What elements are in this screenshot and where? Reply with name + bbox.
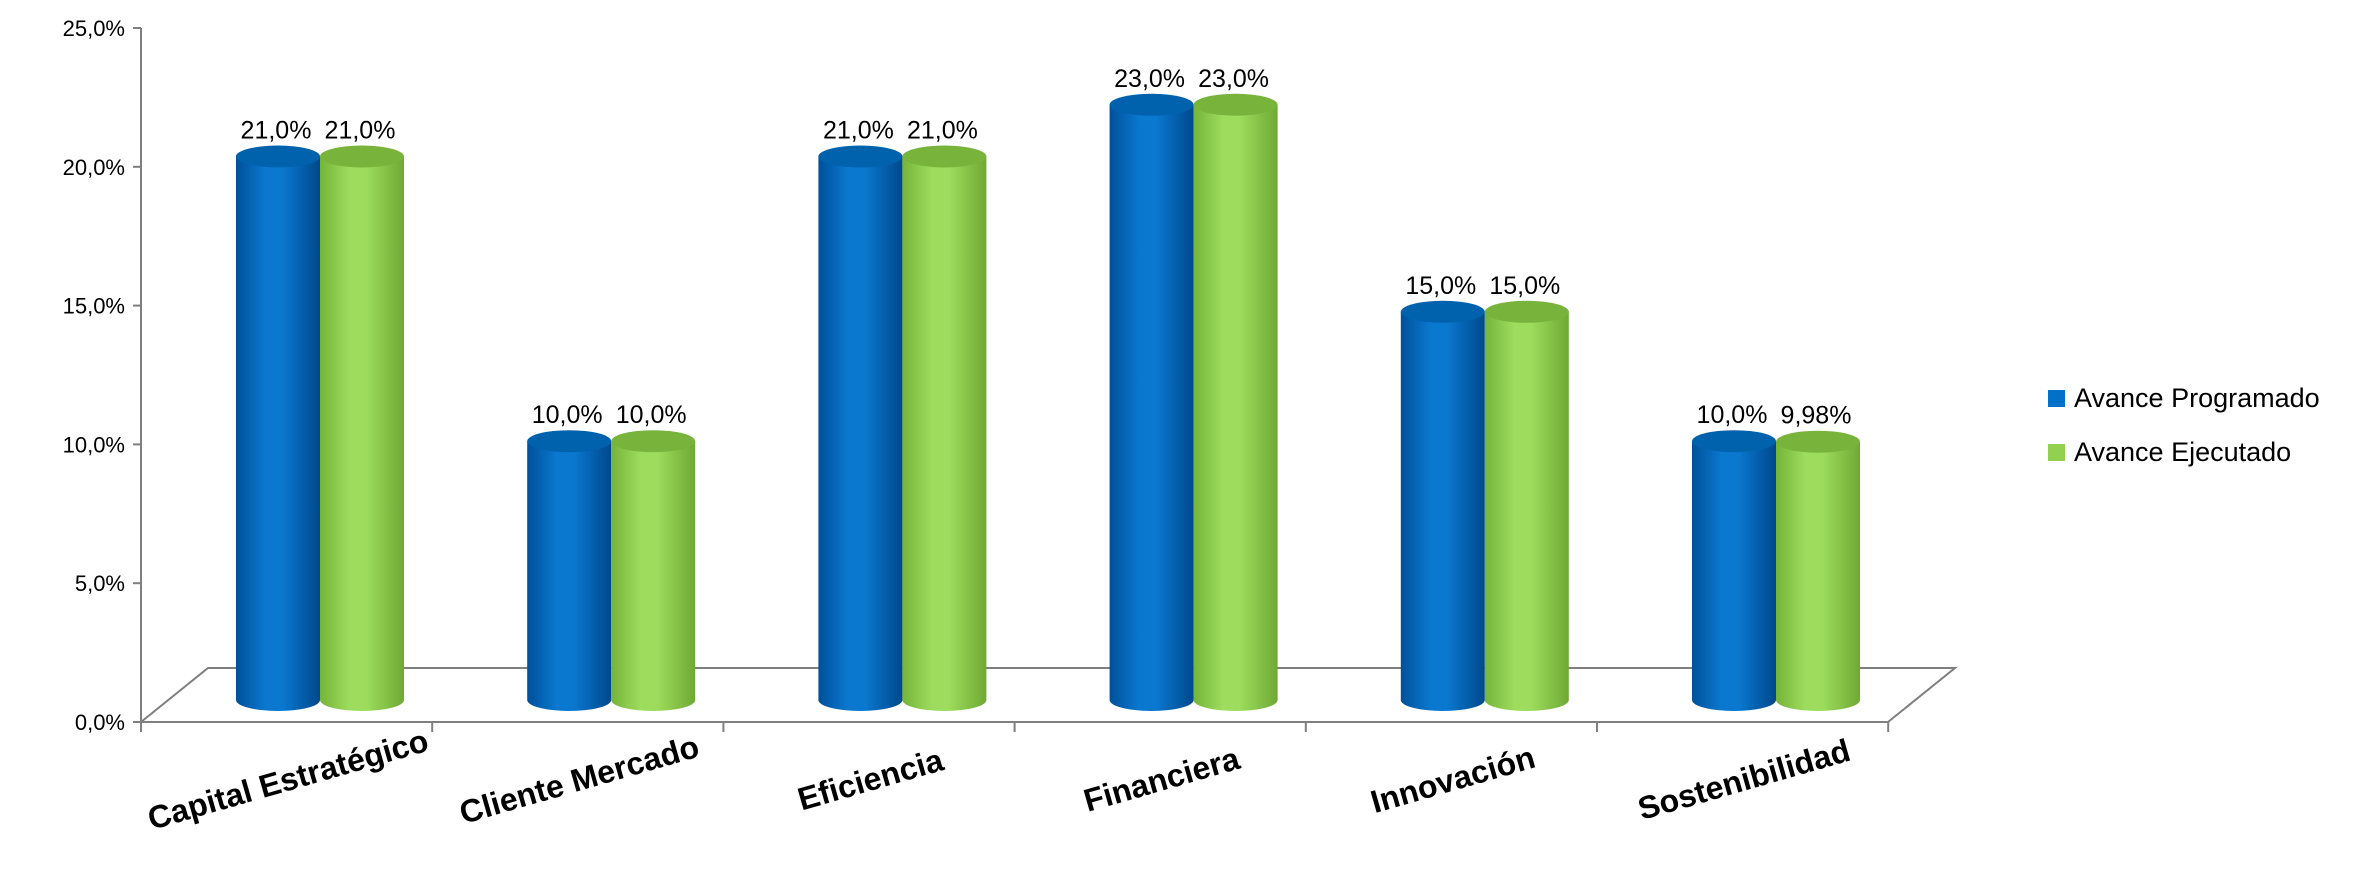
category-label: Financiera [1080,740,1244,819]
legend-swatch [2048,390,2065,407]
legend-swatch [2048,444,2065,461]
bar [902,145,987,712]
bar [611,430,696,712]
y-tick-label: 20,0% [63,155,125,180]
data-label: 15,0% [1489,272,1560,300]
bar-top [236,145,320,168]
floor-back-edge [140,667,1958,723]
bar-body [1484,311,1569,712]
y-tick-label: 0,0% [75,710,125,735]
bar [1193,93,1278,712]
bar [1692,430,1776,711]
data-label: 21,0% [241,117,312,145]
data-label: 21,0% [325,117,396,145]
x-axis-ticks [140,722,1890,732]
y-tick-label: 25,0% [63,16,125,41]
category-label: Innovación [1367,739,1539,820]
bar-body [902,156,987,712]
bar-body [818,156,903,712]
data-labels: 21,0% 21,0% 10,0% 10,0% 21,0% 21,0% 23,0% 23,0%… [241,65,1852,430]
bar-top [1776,430,1860,453]
data-label: 15,0% [1405,272,1476,300]
bar-top [611,430,696,453]
bar-top [1400,300,1485,323]
data-label: 10,0% [616,401,687,429]
y-axis-ticks: 0,0% 5,0% 10,0% 15,0% 20,0% 25,0% [63,16,141,735]
bar-top [1692,430,1776,453]
data-label: 21,0% [907,117,978,145]
category-label: Sostenibilidad [1634,732,1854,827]
bar-body [611,441,696,712]
bar-body [1193,104,1278,712]
category-label: Eficiencia [794,741,948,817]
data-label: 23,0% [1114,65,1185,93]
bar-body [1692,441,1776,711]
category-label: Capital Estratégico [144,722,433,837]
y-tick-label: 15,0% [63,294,125,319]
data-label: 21,0% [823,117,894,145]
bar [320,145,404,711]
bar-body [527,441,612,712]
bar [1400,300,1485,712]
legend-label: Avance Programado [2074,383,2320,413]
bar-body [320,156,404,711]
bar-top [1484,300,1569,323]
bar [527,430,612,712]
bar-top [818,145,903,168]
bar [236,145,320,711]
bar-top [1109,93,1194,116]
legend: Avance Programado Avance Ejecutado [2048,383,2320,467]
data-label: 10,0% [1697,401,1768,429]
bar-top [527,430,612,453]
y-tick-label: 5,0% [75,571,125,596]
bar-top [1193,93,1278,116]
bar-body [1400,311,1485,712]
data-label: 9,98% [1781,402,1852,430]
bars [236,93,1860,712]
data-label: 10,0% [532,401,603,429]
data-label: 23,0% [1198,65,1269,93]
category-labels: Capital Estratégico Cliente Mercado Eficie… [144,722,1854,837]
bar-top [902,145,987,168]
bar-body [236,156,320,711]
bar-body [1109,104,1194,712]
bar-top [320,145,404,168]
category-label: Cliente Mercado [455,728,703,831]
bar [818,145,903,712]
bar [1109,93,1194,712]
bar-body [1776,441,1860,711]
y-tick-label: 10,0% [63,432,125,457]
legend-label: Avance Ejecutado [2074,437,2291,467]
bar [1484,300,1569,712]
bar [1776,430,1860,711]
